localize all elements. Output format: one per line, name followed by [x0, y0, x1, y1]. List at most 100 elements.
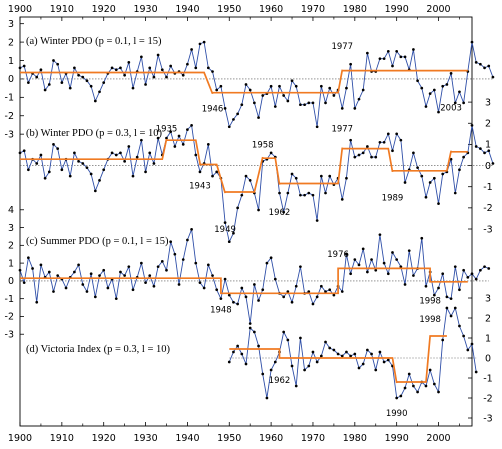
bottom-x-axis: 1900 1910 1920 1930 1940 1950 1960 1970 1980 1990… [8, 422, 460, 444]
series-line [19, 41, 494, 129]
data-point [290, 300, 294, 304]
data-point [483, 66, 486, 70]
data-point [144, 83, 147, 86]
data-point [81, 75, 85, 79]
data-point [206, 143, 210, 146]
data-point [223, 221, 227, 225]
data-point [227, 240, 231, 244]
bottom-x-tick-label: 1930 [133, 433, 157, 444]
data-point [353, 107, 357, 110]
data-point [93, 295, 97, 299]
data-point [453, 101, 457, 105]
data-point [466, 348, 470, 352]
data-point [261, 94, 265, 97]
data-point [232, 350, 235, 354]
data-point [403, 181, 407, 184]
data-point [257, 299, 260, 302]
regime-step-line [20, 267, 468, 295]
data-point [140, 138, 143, 142]
data-point [441, 84, 445, 88]
y-tick-label: 2 [485, 119, 491, 130]
data-point [27, 256, 30, 260]
data-point [240, 193, 244, 197]
data-point [374, 155, 378, 159]
data-point [319, 174, 323, 178]
top-x-tick-label: 1900 [8, 4, 32, 15]
data-point [219, 297, 223, 301]
data-point [294, 176, 298, 180]
data-point [27, 81, 30, 84]
data-point [253, 330, 256, 334]
data-point [340, 198, 344, 201]
data-point [165, 136, 168, 140]
data-point [177, 283, 181, 286]
data-point [311, 101, 315, 105]
data-point [190, 48, 193, 51]
data-point [399, 55, 403, 59]
y-tick-label: -3 [483, 224, 492, 235]
data-point [416, 166, 419, 170]
y-tick-label: -1 [5, 294, 14, 305]
top-x-tick-label: 1950 [217, 4, 241, 15]
data-point [378, 140, 382, 144]
data-point [391, 251, 394, 254]
data-point [165, 75, 168, 79]
data-point [77, 73, 80, 77]
data-point [328, 86, 332, 90]
data-point [56, 62, 60, 66]
data-point [479, 62, 482, 66]
data-point [449, 72, 453, 75]
data-point [395, 258, 399, 261]
data-point [27, 168, 30, 172]
data-point [424, 284, 428, 288]
y-tick-label: 1 [485, 140, 491, 151]
data-point [127, 145, 131, 148]
data-point [420, 174, 424, 178]
data-point [39, 263, 43, 267]
data-point [324, 101, 327, 105]
data-point [102, 168, 106, 172]
shift-year-label: 1998 [419, 296, 441, 306]
data-point [328, 346, 332, 350]
data-point [127, 265, 131, 269]
data-point [98, 179, 101, 182]
data-point [437, 390, 440, 394]
y-tick-label: -3 [5, 330, 14, 341]
data-point [407, 249, 411, 253]
data-point [453, 265, 457, 269]
top-x-tick-label: 1980 [343, 4, 367, 15]
top-x-axis: 1900 1910 1920 1930 1940 1950 1960 1970 1980 1990… [8, 4, 460, 21]
data-point [52, 143, 55, 146]
data-point [73, 66, 76, 70]
data-point [110, 151, 114, 155]
data-point [236, 112, 239, 116]
data-point [169, 64, 173, 68]
data-point [248, 88, 252, 92]
data-point [395, 396, 399, 400]
data-point [43, 88, 47, 92]
data-point [257, 208, 260, 212]
data-point [35, 162, 39, 165]
shift-year-label: 1949 [214, 225, 236, 235]
data-point [403, 386, 407, 390]
data-point [81, 162, 85, 165]
data-point [152, 162, 156, 165]
data-point [382, 261, 386, 265]
data-point [269, 256, 273, 260]
data-point [206, 66, 210, 70]
data-point [269, 368, 273, 372]
y-tick-label: 0 [485, 353, 491, 364]
data-point [282, 330, 286, 334]
data-point [319, 354, 323, 358]
data-point [412, 384, 415, 388]
data-point [420, 236, 424, 240]
data-point [374, 268, 378, 272]
top-x-tick-label: 1940 [175, 4, 199, 15]
data-point [370, 155, 373, 159]
data-point [227, 125, 231, 129]
data-point [181, 258, 185, 261]
data-point [349, 62, 352, 66]
data-point [361, 247, 365, 251]
data-point [366, 145, 369, 148]
data-point [474, 277, 478, 281]
